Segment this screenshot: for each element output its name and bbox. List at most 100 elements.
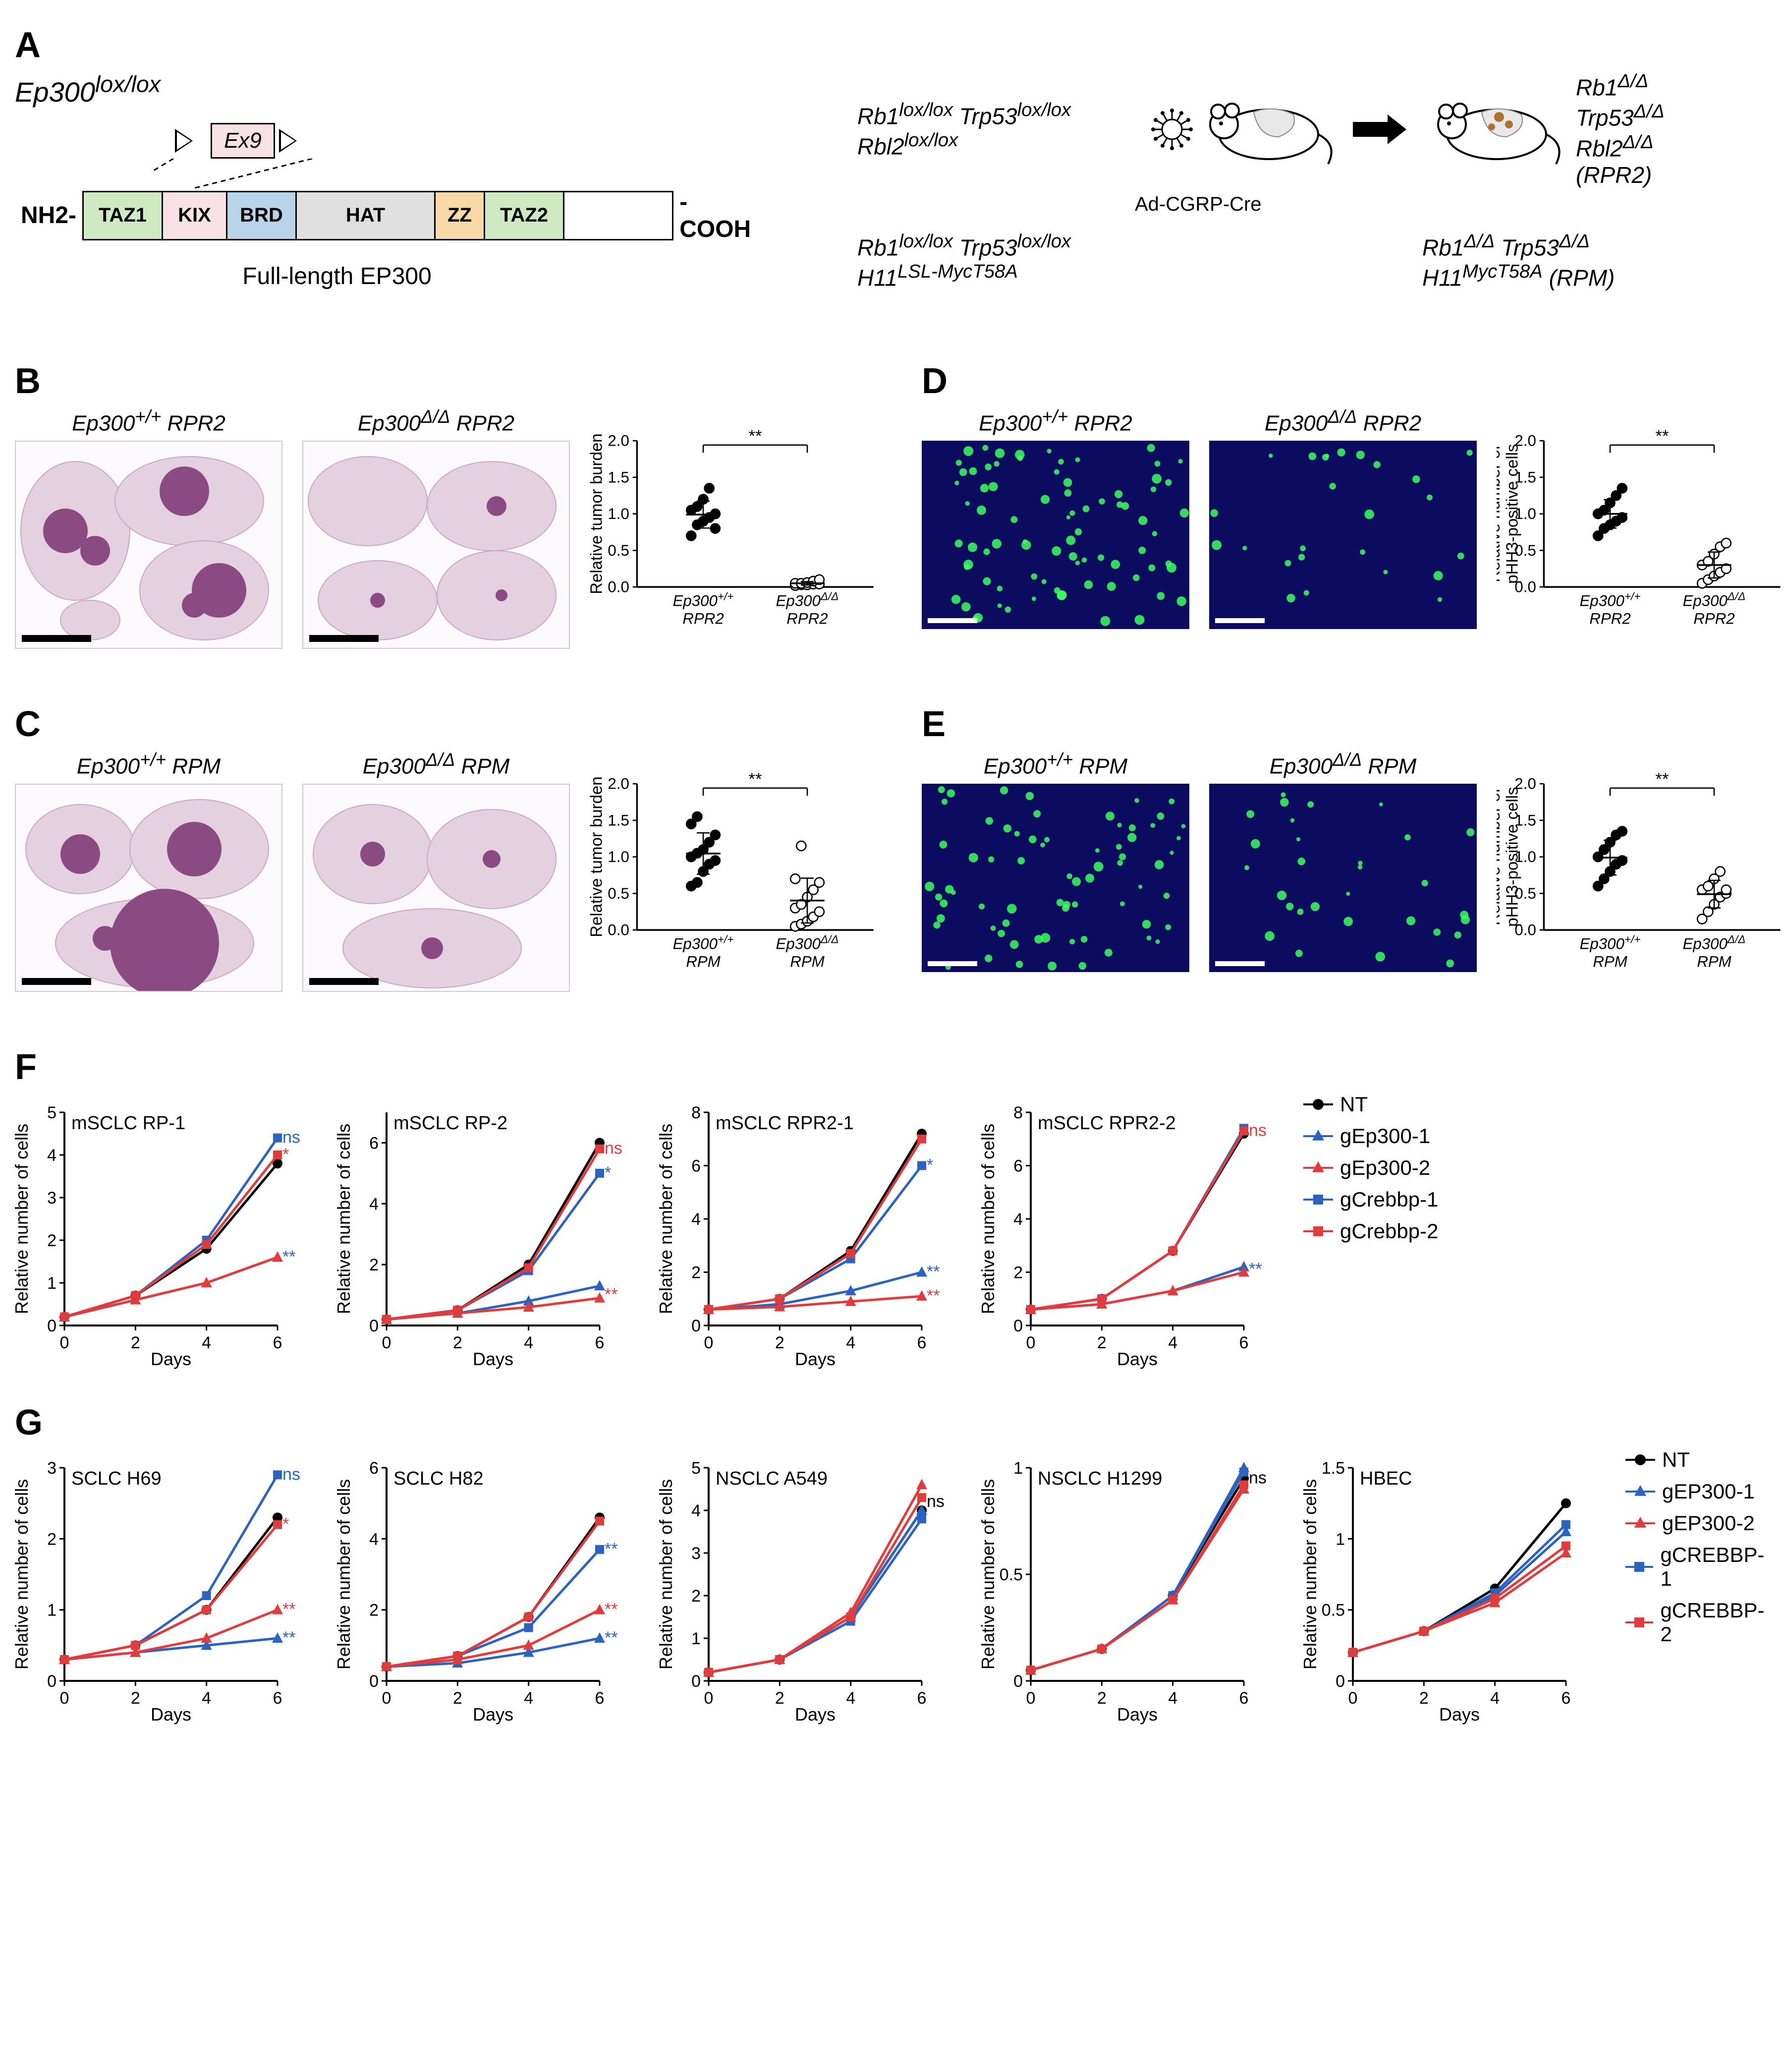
svg-text:1.5: 1.5 <box>608 468 629 486</box>
svg-text:0: 0 <box>382 1333 391 1352</box>
svg-text:Days: Days <box>1439 1704 1480 1725</box>
svg-text:6: 6 <box>369 1134 379 1152</box>
svg-text:0: 0 <box>369 1672 379 1691</box>
svg-text:4: 4 <box>202 1689 211 1708</box>
mouse-icon <box>1422 90 1561 169</box>
svg-text:4: 4 <box>691 1501 701 1520</box>
svg-text:0: 0 <box>704 1689 714 1708</box>
svg-text:Relative number of cells: Relative number of cells <box>981 1479 998 1669</box>
svg-text:**: ** <box>282 1600 295 1618</box>
full-length-ep300-caption: Full-length EP300 <box>15 263 659 290</box>
mouse-icon <box>1194 90 1333 169</box>
svg-text:0: 0 <box>47 1317 56 1335</box>
svg-text:**: ** <box>605 1285 617 1304</box>
svg-text:2: 2 <box>1013 1263 1023 1282</box>
panel-g: 01230246ns***** Days Relative number of … <box>15 1448 1769 1728</box>
svg-text:0.5: 0.5 <box>608 541 629 559</box>
svg-text:2: 2 <box>1419 1689 1429 1708</box>
svg-text:0: 0 <box>1026 1333 1036 1352</box>
svg-text:Ep300Δ/Δ: Ep300Δ/Δ <box>776 932 839 952</box>
svg-text:Relative number of cells: Relative number of cells <box>337 1124 354 1314</box>
svg-text:4: 4 <box>846 1333 855 1352</box>
svg-text:4: 4 <box>1013 1210 1023 1229</box>
svg-text:SCLC H82: SCLC H82 <box>393 1468 484 1489</box>
svg-text:NSCLC A549: NSCLC A549 <box>716 1468 828 1489</box>
scalebar <box>1215 618 1265 623</box>
geno-left-0: Rb1lox/lox Trp53lox/lox Rbl2lox/lox <box>857 99 1135 160</box>
svg-text:0.5: 0.5 <box>608 884 629 902</box>
svg-text:**: ** <box>605 1600 617 1618</box>
ep300-schematic: Ep300lox/lox Ex9 NH2- TAZ1KIXBRDHATZZTAZ… <box>15 70 758 290</box>
svg-text:*: * <box>927 1155 933 1174</box>
domain-kix: KIX <box>163 192 227 239</box>
legend-gCREBBP-1: gCREBBP-1 <box>1625 1543 1769 1591</box>
scalebar <box>22 635 91 642</box>
svg-text:0.5: 0.5 <box>1322 1601 1345 1619</box>
legend-gEP300-1: gEP300-1 <box>1625 1480 1769 1503</box>
svg-text:3: 3 <box>47 1189 56 1208</box>
svg-text:RPR2: RPR2 <box>786 610 828 627</box>
svg-text:5: 5 <box>691 1459 701 1478</box>
panel-e-label: E <box>922 704 1784 745</box>
svg-text:1.5: 1.5 <box>608 811 629 829</box>
svg-text:6: 6 <box>917 1689 927 1708</box>
svg-text:Days: Days <box>1117 1704 1158 1725</box>
svg-text:**: ** <box>1656 426 1669 445</box>
svg-text:4: 4 <box>1490 1689 1500 1708</box>
scalebar <box>22 978 91 985</box>
svg-text:6: 6 <box>1239 1689 1249 1708</box>
svg-text:Relative number of cells: Relative number of cells <box>981 1124 998 1314</box>
svg-text:4: 4 <box>691 1210 701 1229</box>
svg-text:4: 4 <box>524 1333 533 1352</box>
svg-text:ns: ns <box>605 1139 622 1157</box>
svg-text:pHH3-positive cells: pHH3-positive cells <box>1503 444 1521 583</box>
panelD-scatter: 0.00.51.01.52.0**Ep300+/+RPR2Ep300Δ/ΔRPR… <box>1497 406 1784 664</box>
panel-c-label: C <box>15 704 882 745</box>
legend-gEP300-2: gEP300-2 <box>1625 1511 1769 1535</box>
svg-text:Ep300Δ/Δ: Ep300Δ/Δ <box>1683 589 1746 609</box>
svg-text:6: 6 <box>917 1333 927 1352</box>
svg-text:2: 2 <box>1097 1333 1107 1352</box>
svg-text:pHH3-positive cells: pHH3-positive cells <box>1503 787 1521 926</box>
svg-text:4: 4 <box>369 1530 379 1549</box>
legend: NTgEP300-1gEP300-2gCREBBP-1gCREBBP-2 <box>1625 1448 1769 1654</box>
svg-text:**: ** <box>927 1262 940 1281</box>
svg-text:**: ** <box>1249 1260 1262 1278</box>
svg-text:6: 6 <box>273 1689 282 1708</box>
svg-text:Relative number of cells: Relative number of cells <box>659 1124 676 1314</box>
panel-g-label: G <box>15 1402 1769 1443</box>
legend-NT: NT <box>1625 1448 1769 1472</box>
svg-text:**: ** <box>1656 769 1669 788</box>
svg-text:8: 8 <box>1013 1103 1023 1122</box>
svg-text:NSCLC H1299: NSCLC H1299 <box>1038 1468 1162 1489</box>
svg-text:Days: Days <box>795 1704 836 1725</box>
svg-text:0: 0 <box>1348 1689 1358 1708</box>
svg-text:Ep300+/+: Ep300+/+ <box>1580 589 1641 609</box>
svg-text:Days: Days <box>151 1704 191 1725</box>
panel-d: Ep300+/+ RPR2 Ep300Δ/Δ RPR2 0.00.51.01.5… <box>922 406 1784 664</box>
scalebar <box>1215 961 1265 966</box>
svg-text:ns: ns <box>282 1128 300 1147</box>
svg-text:RPM: RPM <box>1697 953 1731 970</box>
svg-text:2: 2 <box>47 1231 56 1250</box>
svg-text:6: 6 <box>1239 1333 1249 1352</box>
svg-text:0: 0 <box>369 1317 379 1335</box>
panelF-curve-1: 02460246ns*** Days Relative number of ce… <box>337 1093 634 1373</box>
svg-text:1: 1 <box>1013 1459 1023 1478</box>
svg-text:6: 6 <box>1561 1689 1571 1708</box>
panelE-img-1: Ep300Δ/Δ RPM <box>1209 749 1477 973</box>
svg-text:Relative number of cells: Relative number of cells <box>15 1479 32 1669</box>
panelG-curve-4: 00.511.50246 Days Relative number of cel… <box>1303 1448 1601 1728</box>
legend-gEp300-2: gEp300-2 <box>1303 1156 1438 1180</box>
svg-text:2: 2 <box>453 1333 462 1352</box>
svg-text:Ep300+/+: Ep300+/+ <box>1580 932 1641 952</box>
svg-text:**: ** <box>927 1286 940 1305</box>
mouse-row-0: Rb1lox/lox Trp53lox/lox Rbl2lox/lox Rb1Δ… <box>857 70 1700 188</box>
svg-text:mSCLC RP-2: mSCLC RP-2 <box>393 1113 507 1134</box>
svg-text:1.0: 1.0 <box>608 848 629 865</box>
virus-icon <box>1150 107 1194 152</box>
svg-text:Days: Days <box>473 1349 513 1369</box>
panelE-img-0: Ep300+/+ RPM <box>922 749 1189 973</box>
mouse-row-1: Rb1lox/lox Trp53lox/lox H11LSL-MycT58ARb… <box>857 230 1700 291</box>
svg-text:0: 0 <box>47 1672 56 1691</box>
